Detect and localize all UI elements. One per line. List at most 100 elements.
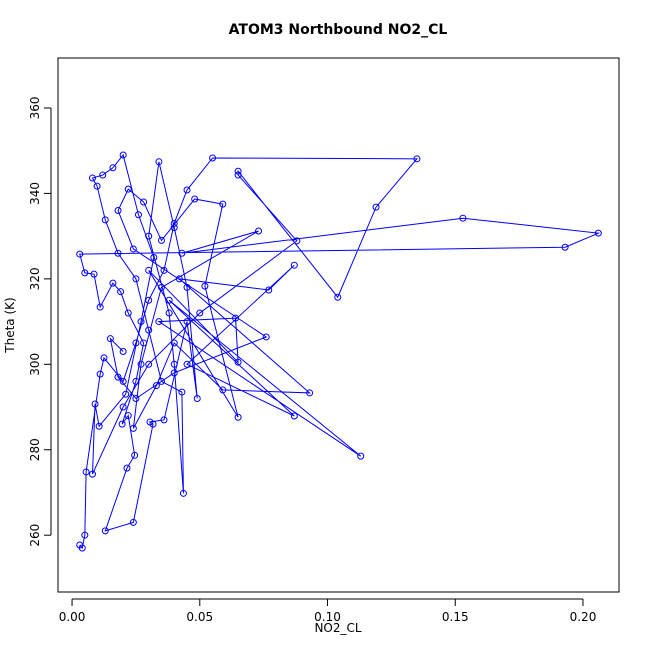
point <box>170 219 178 227</box>
point <box>201 282 209 290</box>
point <box>81 269 89 277</box>
y-tick-label: 280 <box>28 438 42 461</box>
point <box>145 360 153 368</box>
point <box>101 216 109 224</box>
point <box>129 518 137 526</box>
point <box>134 211 142 219</box>
point <box>561 243 569 251</box>
point <box>123 464 131 472</box>
point <box>255 227 263 235</box>
point <box>101 527 109 535</box>
point <box>82 468 90 476</box>
series-line <box>79 153 601 550</box>
point <box>132 394 140 402</box>
point <box>145 296 153 304</box>
point <box>140 339 148 347</box>
point <box>119 403 127 411</box>
point <box>93 182 101 190</box>
point <box>132 377 140 385</box>
point <box>129 245 137 253</box>
point <box>95 422 103 430</box>
point <box>114 249 122 257</box>
point <box>219 200 227 208</box>
point <box>76 250 84 258</box>
point <box>209 154 217 162</box>
point <box>117 288 125 296</box>
point <box>155 318 163 326</box>
point <box>155 158 163 166</box>
point <box>88 470 96 478</box>
point <box>119 347 127 355</box>
x-tick-label: 0.20 <box>570 610 597 624</box>
point <box>191 195 199 203</box>
point <box>234 171 242 179</box>
point <box>219 386 227 394</box>
point <box>183 283 191 291</box>
point <box>193 394 201 402</box>
point <box>290 261 298 269</box>
point <box>459 214 467 222</box>
point <box>183 318 191 326</box>
y-tick-label: 260 <box>28 524 42 547</box>
point <box>413 155 421 163</box>
x-axis-label: NO2_CL <box>314 621 361 635</box>
point <box>145 232 153 240</box>
point <box>183 186 191 194</box>
point <box>96 370 104 378</box>
point <box>334 293 342 301</box>
plot-box <box>57 57 620 593</box>
point <box>157 283 165 291</box>
y-tick-label: 360 <box>28 97 42 120</box>
point <box>183 360 191 368</box>
point <box>306 389 314 397</box>
point <box>149 420 157 428</box>
point <box>122 390 130 398</box>
point <box>170 369 178 377</box>
x-tick-label: 0.10 <box>314 610 341 624</box>
point <box>131 451 139 459</box>
point <box>594 229 602 237</box>
point <box>372 203 380 211</box>
point <box>119 377 127 385</box>
point <box>90 270 98 278</box>
point <box>150 254 158 262</box>
point <box>265 286 273 294</box>
point <box>234 167 242 175</box>
point <box>165 296 173 304</box>
point <box>262 333 270 341</box>
point <box>357 452 365 460</box>
point <box>132 339 140 347</box>
y-tick-label: 340 <box>28 182 42 205</box>
point <box>157 236 165 244</box>
point <box>157 377 165 385</box>
point <box>160 266 168 274</box>
point <box>170 360 178 368</box>
point <box>145 326 153 334</box>
point <box>179 489 187 497</box>
x-tick-label: 0.00 <box>59 610 86 624</box>
y-tick-label: 320 <box>28 267 42 290</box>
point <box>124 309 132 317</box>
point <box>114 373 122 381</box>
x-tick-label: 0.15 <box>442 610 469 624</box>
point <box>132 275 140 283</box>
point <box>293 237 301 245</box>
point <box>91 400 99 408</box>
point <box>109 279 117 287</box>
point <box>170 224 178 232</box>
point <box>137 360 145 368</box>
point <box>100 354 108 362</box>
point <box>106 335 114 343</box>
point <box>118 420 126 428</box>
point <box>234 413 242 421</box>
point <box>109 164 117 172</box>
point <box>124 412 132 420</box>
point <box>160 416 168 424</box>
x-tick-label: 0.05 <box>186 610 213 624</box>
point <box>119 151 127 159</box>
point <box>114 207 122 215</box>
point <box>232 314 240 322</box>
point <box>81 531 89 539</box>
